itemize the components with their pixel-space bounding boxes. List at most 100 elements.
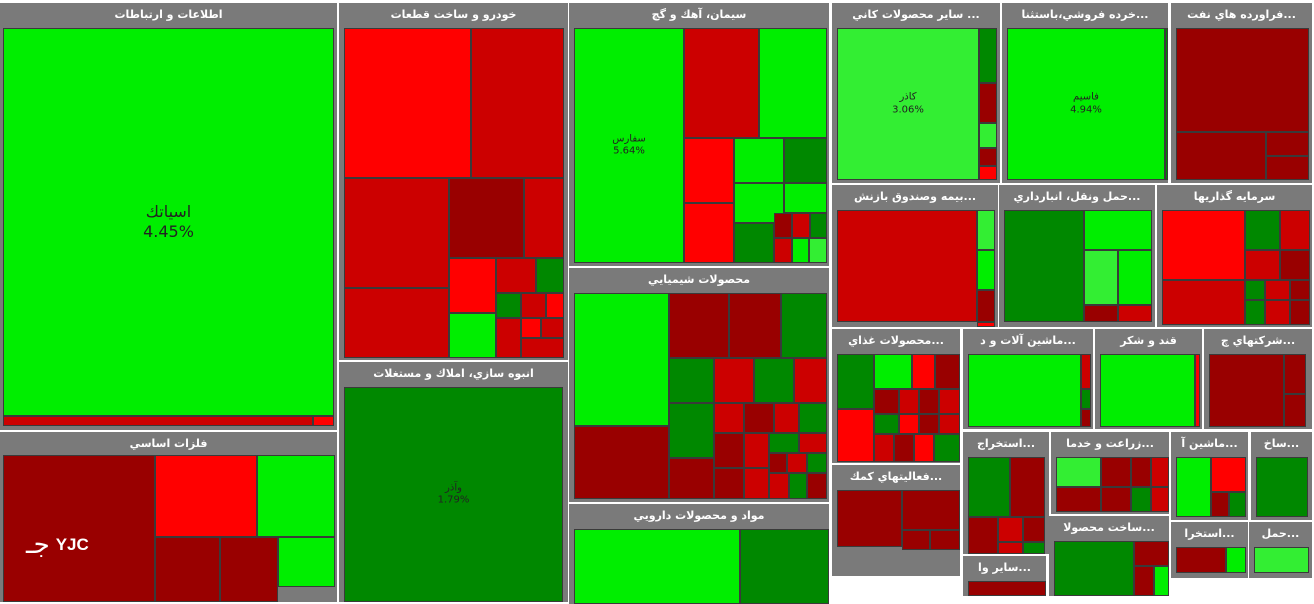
stock-tile[interactable] — [1023, 517, 1045, 542]
stock-tile[interactable] — [155, 537, 220, 602]
stock-tile[interactable] — [1265, 300, 1290, 325]
stock-tile[interactable] — [794, 358, 827, 403]
stock-tile[interactable] — [1154, 566, 1169, 596]
stock-tile[interactable] — [1280, 250, 1310, 280]
stock-tile[interactable] — [979, 83, 997, 123]
stock-tile[interactable] — [541, 318, 564, 338]
stock-tile[interactable] — [1131, 457, 1151, 487]
stock-tile[interactable] — [744, 403, 774, 433]
stock-tile[interactable]: سفارس 5.64% — [574, 28, 684, 263]
stock-tile[interactable] — [789, 473, 807, 499]
stock-tile[interactable] — [769, 433, 799, 453]
stock-tile[interactable] — [524, 178, 564, 258]
stock-tile[interactable] — [968, 457, 1010, 517]
stock-tile[interactable] — [977, 250, 995, 290]
stock-tile[interactable] — [3, 416, 313, 426]
stock-tile[interactable] — [1056, 457, 1101, 487]
sector-20[interactable]: ...ماشين آ — [1171, 432, 1248, 520]
stock-tile[interactable] — [1176, 457, 1211, 517]
stock-tile[interactable] — [1265, 280, 1290, 300]
stock-tile[interactable] — [874, 414, 899, 434]
stock-tile[interactable] — [1131, 487, 1151, 512]
stock-tile[interactable] — [837, 354, 874, 409]
stock-tile[interactable] — [744, 468, 769, 499]
sector-24[interactable]: ...استخرا — [1171, 522, 1248, 578]
sector-26[interactable]: ...ساير وا — [963, 556, 1046, 596]
stock-tile[interactable] — [155, 455, 257, 537]
stock-tile[interactable] — [1211, 492, 1229, 517]
stock-tile[interactable] — [1256, 457, 1308, 517]
stock-tile[interactable] — [874, 434, 894, 462]
stock-tile[interactable] — [769, 473, 789, 499]
stock-tile[interactable] — [740, 529, 829, 604]
stock-tile[interactable] — [714, 403, 744, 433]
stock-tile[interactable] — [912, 354, 935, 389]
stock-tile[interactable] — [998, 542, 1023, 554]
sector-11[interactable]: انبوه سازي، املاك و مستغلات وآذر 1.79% — [339, 362, 568, 602]
stock-tile[interactable] — [968, 354, 1081, 427]
stock-tile[interactable] — [998, 517, 1023, 542]
stock-tile[interactable] — [769, 453, 787, 473]
stock-tile[interactable] — [1245, 300, 1265, 325]
stock-tile[interactable] — [837, 490, 902, 547]
stock-tile[interactable] — [874, 389, 899, 414]
sector-2[interactable]: خودرو و ساخت قطعات — [339, 3, 568, 360]
stock-tile[interactable] — [1211, 457, 1246, 492]
stock-tile[interactable] — [1081, 389, 1091, 409]
stock-tile[interactable] — [471, 28, 564, 178]
sector-7[interactable]: محصولات شيميايي — [569, 268, 829, 502]
stock-tile[interactable] — [1266, 132, 1309, 156]
stock-tile[interactable] — [919, 414, 939, 434]
stock-tile[interactable] — [1081, 354, 1091, 389]
stock-tile[interactable] — [781, 293, 827, 358]
sector-12[interactable]: ...محصولات غذاي — [832, 329, 960, 463]
stock-tile[interactable] — [344, 288, 449, 358]
stock-tile[interactable] — [257, 455, 335, 537]
stock-tile[interactable] — [3, 455, 155, 602]
stock-tile[interactable] — [521, 318, 541, 338]
stock-tile[interactable] — [914, 434, 934, 462]
stock-tile[interactable] — [1195, 354, 1200, 427]
stock-tile[interactable] — [809, 238, 827, 263]
sector-10[interactable]: سرمايه گذاريها — [1157, 185, 1312, 327]
stock-tile[interactable] — [774, 238, 792, 263]
stock-tile[interactable] — [899, 389, 919, 414]
sector-3[interactable]: سيمان، آهك و گچ سفارس 5.64% — [569, 3, 829, 266]
sector-15[interactable]: ...شركتهاي چ — [1204, 329, 1312, 429]
sector-16[interactable]: فلزات اساسي — [0, 432, 337, 602]
stock-tile[interactable] — [1280, 210, 1310, 250]
stock-tile[interactable] — [939, 414, 960, 434]
stock-tile[interactable] — [684, 138, 734, 203]
stock-tile[interactable] — [1254, 547, 1309, 573]
stock-tile[interactable] — [1084, 210, 1152, 250]
stock-tile[interactable] — [1290, 280, 1310, 300]
stock-tile[interactable] — [313, 416, 334, 426]
stock-tile[interactable] — [669, 293, 729, 358]
stock-tile[interactable] — [894, 434, 914, 462]
stock-tile[interactable]: اسياتك 4.45% — [3, 28, 334, 416]
stock-tile[interactable] — [1081, 409, 1091, 427]
stock-tile[interactable] — [669, 458, 714, 499]
stock-tile[interactable] — [449, 178, 524, 258]
stock-tile[interactable] — [902, 490, 960, 530]
stock-tile[interactable]: كاذر 3.06% — [837, 28, 979, 180]
stock-tile[interactable] — [1176, 547, 1226, 573]
stock-tile[interactable] — [449, 258, 496, 313]
stock-tile[interactable] — [744, 433, 769, 468]
stock-tile[interactable] — [574, 426, 669, 499]
stock-tile[interactable] — [807, 473, 827, 499]
stock-tile[interactable] — [669, 358, 714, 403]
stock-tile[interactable] — [1290, 300, 1310, 325]
stock-tile[interactable] — [1229, 492, 1246, 517]
stock-tile[interactable] — [1118, 305, 1152, 322]
sector-4[interactable]: ... ساير محصولات كاني كاذر 3.06% — [832, 3, 1000, 183]
stock-tile[interactable]: وآذر 1.79% — [344, 387, 563, 602]
stock-tile[interactable] — [1209, 354, 1284, 427]
sector-5[interactable]: ...خرده فروشي،باستثنا فاسيم 4.94% — [1002, 3, 1168, 183]
sector-19[interactable]: ...زراعت و خدما — [1051, 432, 1169, 514]
stock-tile[interactable] — [1134, 541, 1169, 566]
stock-tile[interactable] — [968, 581, 1046, 596]
stock-tile[interactable] — [810, 213, 827, 238]
stock-tile[interactable] — [784, 138, 827, 183]
stock-tile[interactable] — [1023, 542, 1045, 554]
